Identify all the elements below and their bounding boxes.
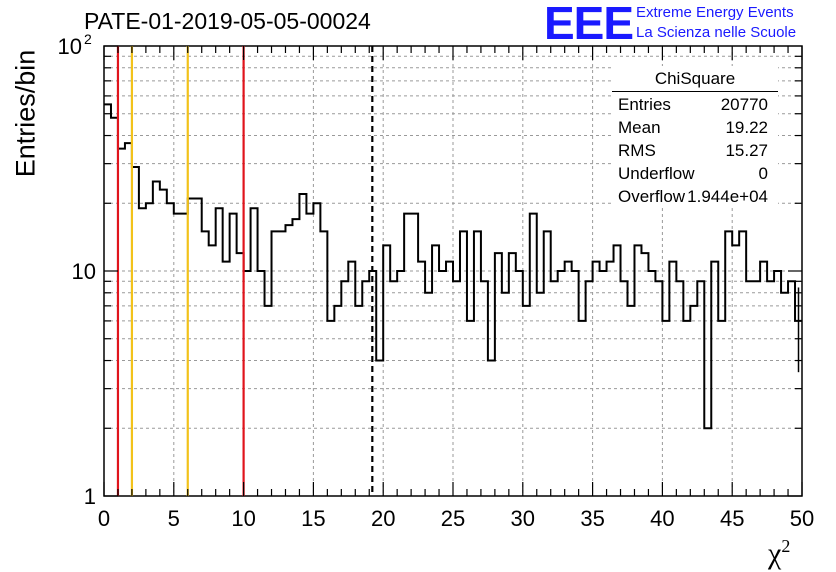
x-tick-label: 0 bbox=[98, 506, 110, 531]
y-tick-label: 10 bbox=[72, 259, 96, 284]
stats-key: Mean bbox=[618, 118, 661, 137]
stats-row: Overflow 1.944e+04 bbox=[612, 184, 778, 207]
logo-line2: La Scienza nelle Scuole bbox=[636, 24, 797, 41]
histogram-steps bbox=[104, 103, 802, 430]
histogram bbox=[104, 103, 802, 430]
stats-row: Mean 19.22 bbox=[612, 115, 778, 138]
stats-box: ChiSquare Entries 20770 Mean 19.22 RMS 15.2… bbox=[612, 66, 778, 206]
stats-key: Entries bbox=[618, 95, 671, 114]
y-axis-label: Entries/bin bbox=[10, 49, 41, 178]
x-tick-label: 35 bbox=[580, 506, 604, 531]
y-tick-label: 1 bbox=[84, 484, 96, 509]
stats-key: RMS bbox=[618, 141, 656, 160]
stats-value: 0 bbox=[758, 164, 768, 183]
y-tick-label: 10 bbox=[58, 34, 82, 59]
chart-title: PATE-01-2019-05-05-00024 bbox=[84, 8, 371, 34]
stats-value: 20770 bbox=[720, 95, 768, 114]
x-tick-label: 25 bbox=[441, 506, 465, 531]
x-tick-label: 10 bbox=[231, 506, 255, 531]
stats-row: RMS 15.27 bbox=[612, 138, 778, 161]
stats-key: Underflow bbox=[618, 164, 695, 183]
x-tick-label: 50 bbox=[790, 506, 814, 531]
y-tick-label-sup: 2 bbox=[84, 31, 92, 47]
x-axis-label-sup: 2 bbox=[781, 536, 791, 556]
stats-value: 1.944e+04 bbox=[687, 187, 768, 206]
stats-value: 19.22 bbox=[725, 118, 768, 137]
x-tick-label: 20 bbox=[371, 506, 395, 531]
stats-key: Overflow bbox=[618, 187, 686, 206]
stats-value: 15.27 bbox=[725, 141, 768, 160]
stats-row: Underflow 0 bbox=[612, 161, 778, 184]
x-axis-label: χ2 bbox=[768, 536, 790, 571]
x-tick-label: 15 bbox=[301, 506, 325, 531]
x-tick-label: 30 bbox=[511, 506, 535, 531]
x-tick-label: 45 bbox=[720, 506, 744, 531]
stats-name: ChiSquare bbox=[612, 66, 778, 92]
logo-line1: Extreme Energy Events bbox=[636, 4, 794, 21]
x-tick-label: 5 bbox=[168, 506, 180, 531]
eee-logo: EEE bbox=[544, 0, 634, 49]
grid bbox=[104, 46, 802, 496]
stats-row: Entries 20770 bbox=[612, 92, 778, 115]
x-tick-label: 40 bbox=[650, 506, 674, 531]
x-axis-label-base: χ bbox=[768, 537, 782, 570]
